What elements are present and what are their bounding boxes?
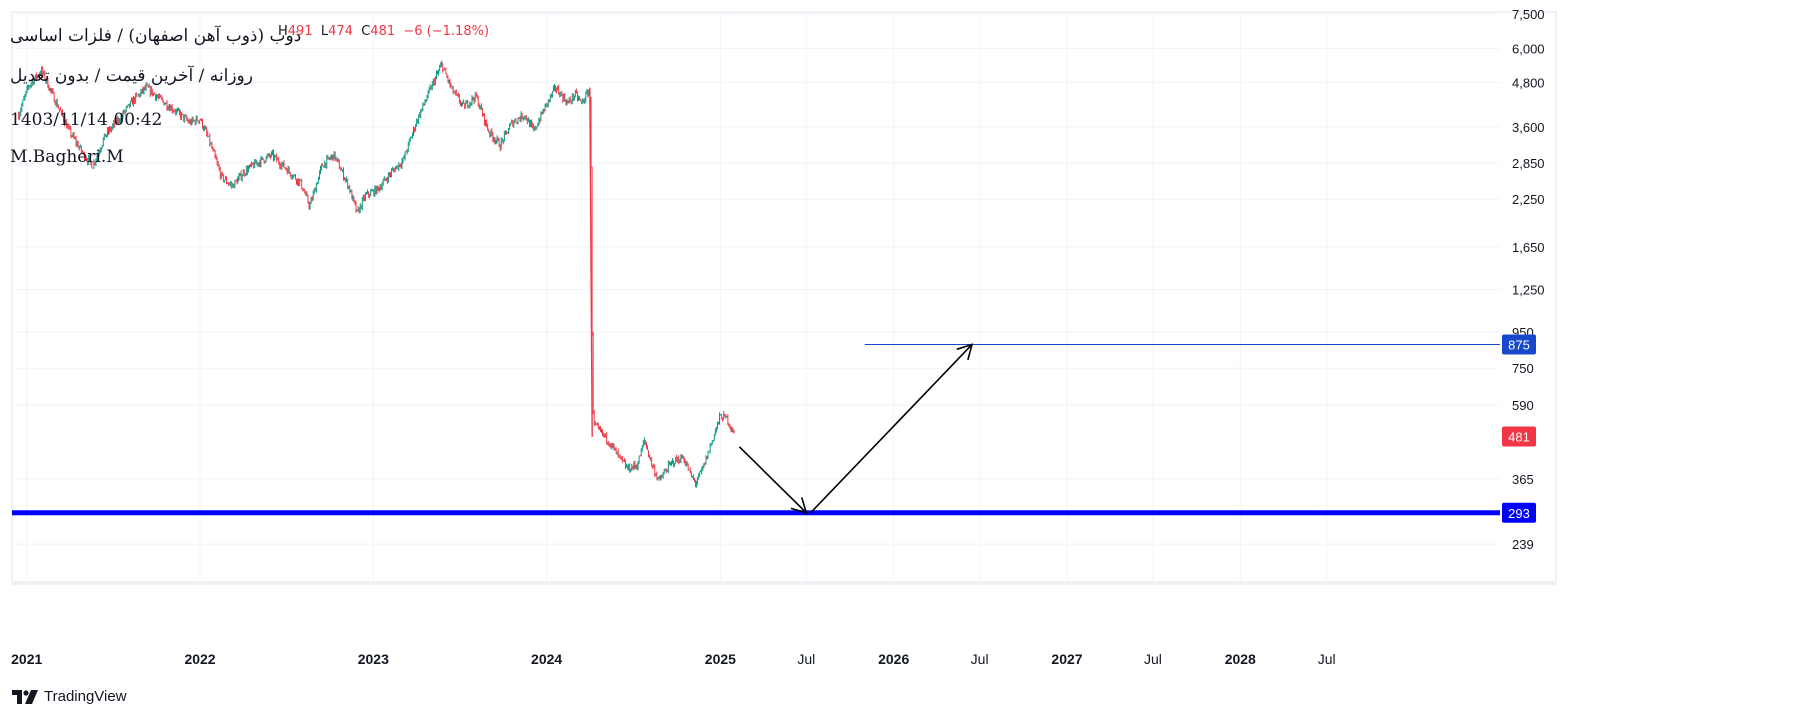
time-tick-label: Jul (1318, 651, 1336, 667)
timestamp-text: 1403/11/14 00:42 (10, 110, 163, 130)
author-text: M.Bagheri.M (10, 147, 124, 167)
time-axis[interactable]: 2021 2022 2023 2024 2025 Jul 2026 Jul 2027 Jul 202… (11, 651, 1336, 667)
time-tick-label: 2027 (1051, 651, 1082, 667)
price-tick-label: 2,250 (1512, 192, 1545, 207)
low-value: 474 (328, 24, 353, 39)
tradingview-icon (12, 689, 38, 704)
time-tick-label: 2022 (184, 651, 215, 667)
price-tick-label: 750 (1512, 361, 1534, 376)
arrow-line (810, 343, 973, 514)
price-tick-label: 7,500 (1512, 7, 1545, 22)
symbol-title: ذوب (ذوب آهن اصفهان) / فلزات اساسی (10, 26, 302, 46)
price-axis[interactable]: 7,500 6,000 4,800 3,600 2,850 2,250 1,650 1,250… (1512, 7, 1545, 552)
ohlc-readout: H491 L474 C481 −6 (−1.18%) (278, 24, 489, 39)
price-tick-label: 239 (1512, 537, 1534, 552)
arrow-head (790, 497, 808, 514)
last-price-badge-bg (1502, 426, 1536, 447)
price-badges: 875 481 293 (1502, 334, 1536, 523)
low-label: L (320, 24, 329, 39)
time-tick-label: 2024 (531, 651, 562, 667)
close-value: 481 (370, 24, 396, 39)
support-price-badge: 293 (1508, 506, 1530, 521)
price-tick-label: 4,800 (1512, 76, 1545, 91)
brand-name: TradingView (44, 688, 127, 705)
chart-grid (11, 11, 1557, 585)
last-price-badge: 481 (1508, 430, 1530, 445)
price-tick-label: 2,850 (1512, 156, 1545, 171)
change-value: −6 (−1.18%) (403, 24, 490, 39)
high-label: H (278, 24, 288, 39)
price-tick-label: 590 (1512, 398, 1534, 413)
price-tick-label: 6,000 (1512, 41, 1545, 56)
arrow-head (956, 343, 974, 361)
time-tick-label: 2021 (11, 651, 42, 667)
target-price-badge: 875 (1508, 337, 1530, 352)
projection-arrows (738, 343, 974, 514)
arrow-line (738, 446, 807, 514)
time-tick-label: Jul (797, 651, 815, 667)
close-label: C (361, 24, 371, 39)
horizontal-levels (12, 343, 1500, 516)
support-price-badge-bg (1502, 502, 1536, 523)
chart-frame (11, 11, 1557, 583)
tradingview-logo[interactable]: TradingView (12, 688, 127, 705)
candlestick-series (18, 60, 735, 488)
time-tick-label: 2025 (705, 651, 736, 667)
chart-settings-text: روزانه / آخرین قیمت / بدون تعدیل (10, 66, 253, 86)
target-price-badge-bg (1502, 334, 1536, 355)
price-tick-label: 1,650 (1512, 240, 1545, 255)
time-tick-label: Jul (1144, 651, 1162, 667)
price-tick-label: 1,250 (1512, 283, 1545, 298)
time-tick-label: 2026 (878, 651, 909, 667)
crash-candle (589, 87, 593, 437)
time-tick-label: 2028 (1225, 651, 1256, 667)
price-tick-label: 365 (1512, 472, 1534, 487)
price-tick-label: 3,600 (1512, 120, 1545, 135)
high-value: 491 (287, 24, 313, 39)
time-tick-label: Jul (971, 651, 989, 667)
time-tick-label: 2023 (358, 651, 389, 667)
